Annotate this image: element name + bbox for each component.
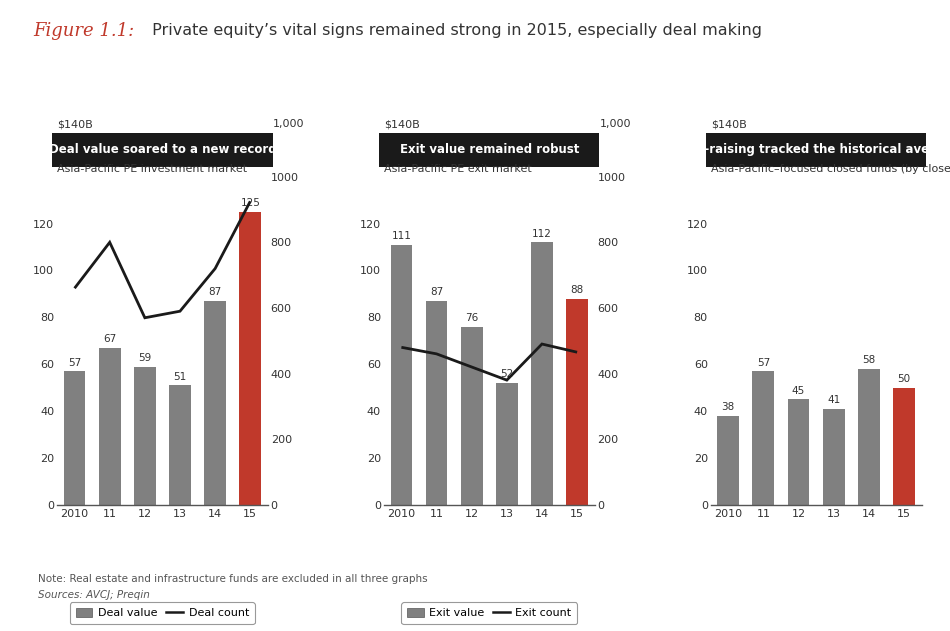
Bar: [823, 409, 845, 505]
Bar: [717, 416, 739, 505]
Text: 1,000: 1,000: [273, 119, 304, 129]
Bar: [239, 212, 261, 505]
Bar: [858, 369, 880, 505]
Legend: Exit value, Exit count: Exit value, Exit count: [401, 603, 578, 624]
Text: 125: 125: [240, 198, 260, 208]
Text: 112: 112: [532, 229, 552, 239]
Bar: [461, 327, 483, 505]
Text: Asia-Pacific PE exit market: Asia-Pacific PE exit market: [384, 163, 532, 174]
Text: 67: 67: [104, 334, 116, 345]
Bar: [390, 245, 412, 505]
Bar: [893, 387, 915, 505]
Bar: [204, 301, 226, 505]
Text: $140B: $140B: [384, 119, 420, 129]
Bar: [752, 371, 774, 505]
Bar: [566, 298, 588, 505]
Bar: [169, 386, 191, 505]
Bar: [134, 367, 156, 505]
Text: Sources: AVCJ; Preqin: Sources: AVCJ; Preqin: [38, 590, 150, 600]
Bar: [99, 348, 121, 505]
Text: 88: 88: [571, 285, 583, 295]
Text: Note: Real estate and infrastructure funds are excluded in all three graphs: Note: Real estate and infrastructure fun…: [38, 574, 428, 584]
Text: $140B: $140B: [711, 119, 747, 129]
Bar: [426, 301, 447, 505]
Text: 1,000: 1,000: [599, 119, 631, 129]
Text: 58: 58: [863, 355, 875, 365]
Text: 59: 59: [139, 353, 151, 363]
Text: Asia-Pacific–focused closed funds (by close year): Asia-Pacific–focused closed funds (by cl…: [711, 163, 950, 174]
Text: Asia-Pacific PE investment market: Asia-Pacific PE investment market: [57, 163, 247, 174]
Text: Figure 1.1:: Figure 1.1:: [33, 22, 135, 40]
Text: 87: 87: [208, 287, 221, 297]
Text: 50: 50: [898, 374, 910, 384]
Text: 38: 38: [722, 402, 735, 412]
Text: 52: 52: [501, 369, 513, 379]
Bar: [64, 371, 86, 505]
Text: 57: 57: [757, 358, 770, 368]
Text: $140B: $140B: [57, 119, 93, 129]
Text: 45: 45: [792, 386, 806, 396]
Text: 57: 57: [68, 358, 81, 368]
Text: Exit value remained robust: Exit value remained robust: [400, 143, 579, 156]
Text: 76: 76: [466, 313, 478, 323]
Text: Deal value soared to a new record: Deal value soared to a new record: [48, 143, 276, 156]
Legend: Deal value, Deal count: Deal value, Deal count: [70, 603, 255, 624]
Text: Fund-raising tracked the historical average: Fund-raising tracked the historical aver…: [673, 143, 950, 156]
Text: 51: 51: [173, 372, 186, 382]
Text: 111: 111: [391, 231, 411, 241]
Bar: [531, 242, 553, 505]
Bar: [788, 399, 809, 505]
Text: 87: 87: [430, 287, 443, 297]
Text: 41: 41: [827, 395, 840, 405]
Bar: [496, 383, 518, 505]
Text: Private equity’s vital signs remained strong in 2015, especially deal making: Private equity’s vital signs remained st…: [147, 23, 762, 38]
